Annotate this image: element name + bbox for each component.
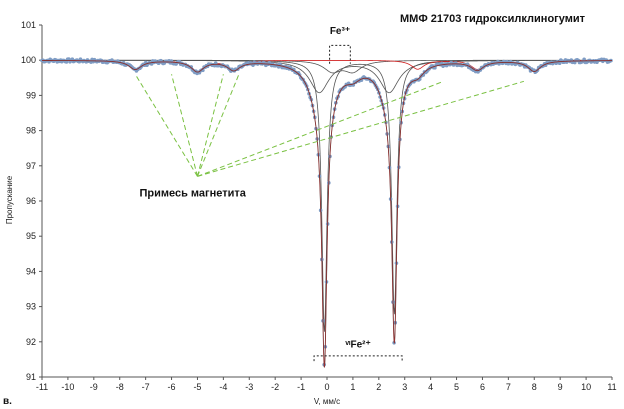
x-tick-label: -8	[116, 382, 124, 392]
x-tick-label: 6	[480, 382, 485, 392]
x-tick-label: -4	[219, 382, 227, 392]
magnetite-guide-line	[134, 74, 198, 177]
fe3-bracket	[329, 44, 351, 64]
x-tick-label: -9	[90, 382, 98, 392]
subspectrum-fe3-doublet	[42, 59, 612, 74]
data-point	[582, 57, 586, 62]
data-point	[557, 61, 562, 65]
x-tick-label: 1	[350, 382, 355, 392]
y-tick-label: 93	[26, 302, 36, 312]
y-tick-label: 101	[21, 20, 36, 30]
magnetite-guide-line	[197, 80, 444, 177]
chart-annotations: Примесь магнетита Fe³⁺ ᵛᶦFe²⁺	[134, 26, 525, 362]
magnetite-guide-line	[196, 74, 224, 177]
overall-fit	[42, 60, 612, 368]
y-tick-label: 92	[26, 337, 36, 347]
x-tick-label: -3	[245, 382, 253, 392]
y-tick-label: 97	[26, 161, 36, 171]
x-tick-label: -11	[36, 382, 48, 392]
x-tick-label: 11	[607, 382, 616, 392]
data-points	[40, 57, 613, 367]
magnetite-label: Примесь магнетита	[139, 187, 246, 199]
x-tick-label: 2	[376, 382, 381, 392]
fe3-label: Fe³⁺	[330, 26, 350, 37]
x-tick-label: 8	[532, 382, 537, 392]
x-tick-label: 9	[558, 382, 563, 392]
x-tick-label: -10	[61, 382, 74, 392]
x-tick-label: -5	[193, 382, 201, 392]
x-tick-label: -1	[297, 382, 305, 392]
x-tick-label: 4	[428, 382, 433, 392]
y-tick-label: 96	[26, 196, 36, 206]
magnetite-guide-line	[196, 74, 240, 177]
y-tick-label: 98	[26, 126, 36, 136]
chart-title: ММФ 21703 гидроксилклиногумит	[400, 13, 586, 25]
y-tick-label: 94	[26, 266, 36, 276]
x-axis-title: V, мм/с	[314, 397, 340, 406]
x-tick-label: 3	[402, 382, 407, 392]
x-tick-label: 7	[506, 382, 511, 392]
y-tick-label: 100	[21, 55, 36, 65]
magnetite-guide-line	[197, 80, 525, 177]
x-tick-label: -2	[271, 382, 279, 392]
x-tick-label: 5	[454, 382, 459, 392]
x-tick-label: -6	[168, 382, 176, 392]
chart-series	[40, 57, 613, 368]
y-tick-label: 99	[26, 90, 36, 100]
x-tick-label: 0	[324, 382, 329, 392]
subspectrum-main-doublet	[42, 59, 612, 332]
magnetite-guide-line	[171, 74, 198, 177]
panel-label: в.	[3, 396, 12, 407]
y-axis-title: Пропускание	[5, 175, 14, 224]
x-tick-label: 10	[581, 382, 591, 392]
fe2-bracket	[313, 355, 403, 362]
fe2-label: ᵛᶦFe²⁺	[344, 339, 370, 350]
y-tick-label: 91	[26, 372, 36, 382]
y-tick-label: 95	[26, 231, 36, 241]
data-point	[64, 60, 69, 64]
data-point	[189, 65, 194, 69]
x-tick-label: -7	[142, 382, 150, 392]
